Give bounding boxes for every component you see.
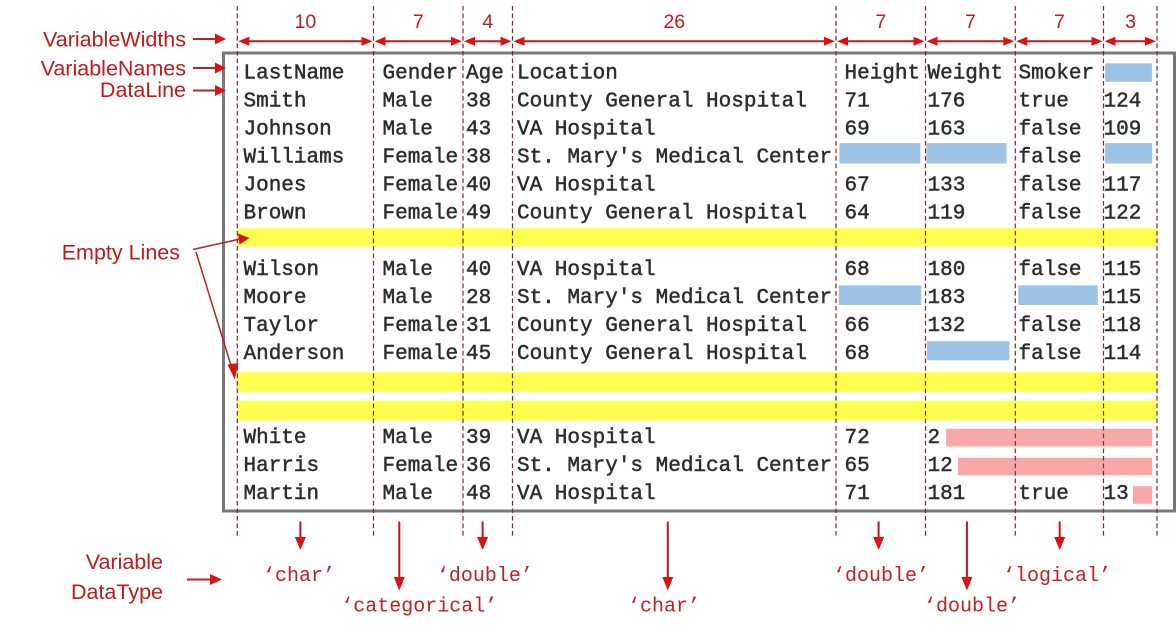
svg-text:‘categorical’: ‘categorical’ [341,596,497,619]
svg-text:4: 4 [482,11,493,33]
svg-text:DataLine: DataLine [100,78,186,102]
svg-text:‘double’: ‘double’ [437,565,533,588]
svg-text:10: 10 [295,11,317,33]
svg-text:7: 7 [875,11,886,33]
svg-text:26: 26 [663,11,685,33]
svg-text:‘char’: ‘char’ [263,565,335,588]
svg-text:Variable: Variable [86,550,163,574]
svg-text:Empty Lines: Empty Lines [62,241,180,265]
svg-text:‘double’: ‘double’ [924,596,1020,619]
svg-text:VariableWidths: VariableWidths [43,28,186,52]
svg-text:7: 7 [965,11,976,33]
svg-text:‘char’: ‘char’ [628,596,700,619]
svg-text:‘double’: ‘double’ [833,565,929,588]
svg-text:7: 7 [1054,11,1065,33]
svg-text:DataType: DataType [71,580,163,604]
svg-text:7: 7 [413,11,424,33]
svg-text:3: 3 [1125,11,1136,33]
svg-text:VariableNames: VariableNames [41,57,186,81]
svg-text:‘logical’: ‘logical’ [1003,565,1111,588]
